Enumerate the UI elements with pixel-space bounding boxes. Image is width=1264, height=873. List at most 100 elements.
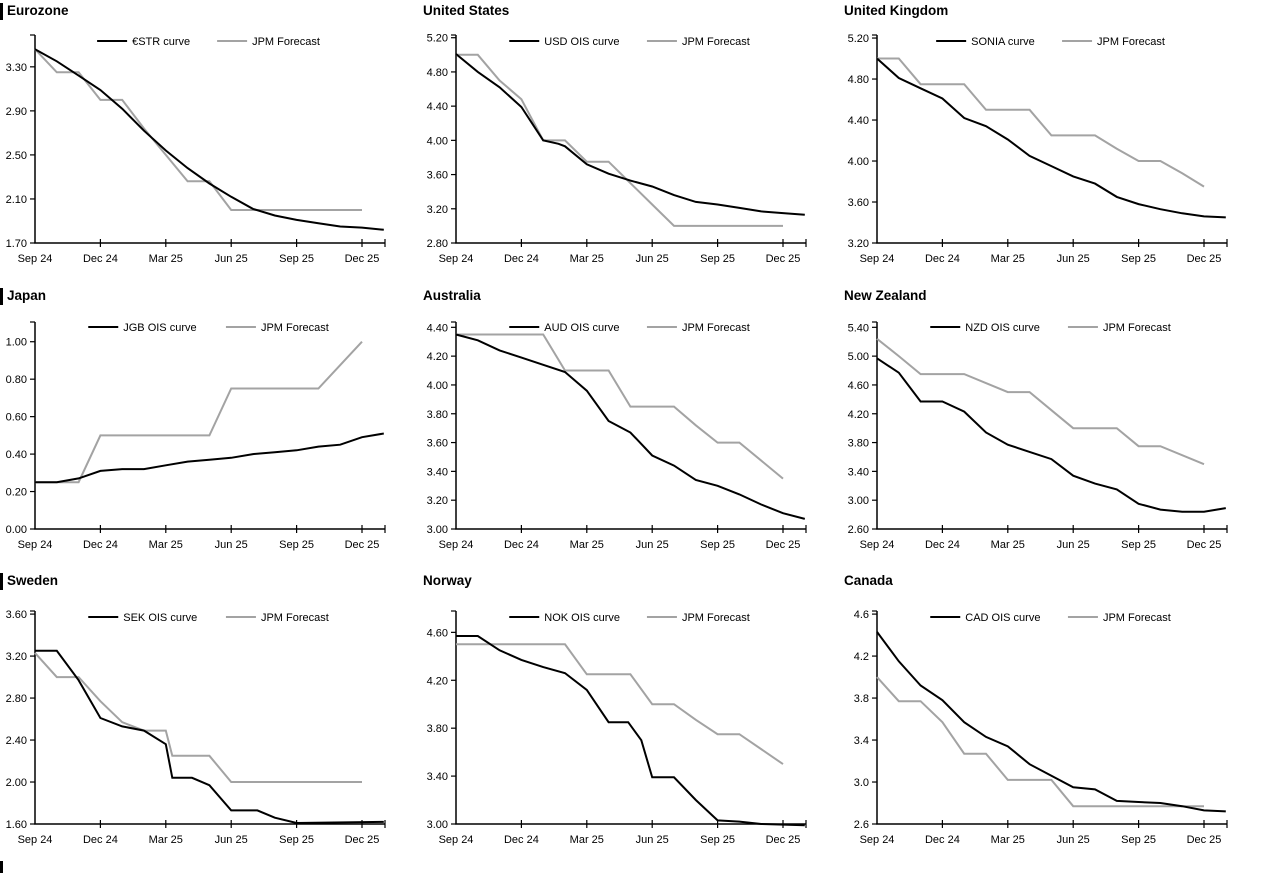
x-tick-label: Dec 24 [504, 539, 539, 551]
y-tick-label: 3.00 [848, 495, 869, 507]
x-tick-label: Sep 24 [439, 253, 474, 265]
chart-header: Japan [0, 286, 421, 306]
y-tick-label: 5.20 [848, 33, 869, 45]
ois-curve-line [876, 357, 1226, 513]
x-tick-label: Mar 25 [149, 834, 183, 846]
forecast-line [456, 53, 783, 227]
ois-curve-line [876, 57, 1226, 219]
legend-label-forecast: JPM Forecast [682, 612, 750, 624]
y-tick-label: 3.20 [6, 651, 27, 663]
y-tick-label: 1.00 [6, 337, 27, 349]
forecast-line [456, 643, 784, 765]
x-tick-label: Dec 24 [925, 539, 960, 551]
y-tick-label: 3.80 [427, 723, 448, 735]
y-tick-label: 2.80 [6, 693, 27, 705]
x-tick-label: Sep 24 [860, 253, 895, 265]
forecast-line [35, 341, 363, 484]
legend-label-forecast: JPM Forecast [1103, 612, 1171, 624]
chart-united-kingdom: United Kingdom 5.20 4.80 4.40 4.00 3.60 3.20 S… [842, 0, 1264, 285]
forecast-line [34, 48, 362, 211]
chart-new-zealand: New Zealand 5.40 5.00 4.60 4.20 3.80 3.40 3.00… [842, 285, 1264, 570]
chart-title: Japan [7, 288, 47, 303]
forecast-line [456, 333, 784, 480]
forecast-line [876, 676, 1204, 808]
chart-title: United States [423, 3, 510, 18]
y-tick-label: 2.60 [848, 524, 869, 536]
x-tick-label: Sep 25 [700, 253, 735, 265]
chart-japan: Japan 1.00 0.80 0.60 0.40 0.20 0.00 Sep 24 Dec … [0, 285, 421, 570]
x-tick-label: Dec 24 [925, 253, 960, 265]
x-tick-label: Sep 25 [279, 834, 314, 846]
x-tick-label: Dec 24 [504, 834, 539, 846]
x-tick-label: Dec 25 [345, 253, 380, 265]
y-tick-label: 2.40 [6, 735, 27, 747]
section-bar [0, 572, 3, 590]
y-tick-label: 2.80 [427, 238, 448, 250]
legend-label-ois: NOK OIS curve [544, 612, 620, 624]
x-tick-label: Mar 25 [149, 539, 183, 551]
y-tick-label: 2.50 [6, 150, 27, 162]
legend-label-ois: SEK OIS curve [123, 612, 197, 624]
x-tick-label: Dec 25 [345, 539, 380, 551]
legend-label-forecast: JPM Forecast [682, 36, 750, 48]
chart-header: United Kingdom [842, 1, 1264, 21]
y-tick-label: 0.60 [6, 412, 27, 424]
ois-curve-line [34, 48, 384, 231]
x-tick-label: Mar 25 [991, 253, 1025, 265]
x-tick-label: Sep 25 [279, 253, 314, 265]
y-tick-label: 3.60 [427, 438, 448, 450]
x-tick-label: Jun 25 [215, 253, 248, 265]
forecast-line [34, 652, 362, 783]
legend-label-ois: USD OIS curve [544, 36, 619, 48]
y-tick-label: 3.20 [848, 238, 869, 250]
legend-label-ois: AUD OIS curve [544, 322, 619, 334]
chart-eurozone: Eurozone 3.30 2.90 2.50 2.10 1.70 Sep 24 Dec 2… [0, 0, 421, 285]
y-tick-label: 4.6 [854, 609, 869, 621]
chart-title: New Zealand [844, 288, 927, 303]
x-tick-label: Jun 25 [1057, 834, 1090, 846]
chart-title: Canada [844, 573, 893, 588]
legend-label-ois: JGB OIS curve [123, 322, 196, 334]
x-tick-label: Dec 25 [766, 539, 801, 551]
y-tick-label: 3.80 [427, 409, 448, 421]
chart-title: Sweden [7, 573, 59, 588]
x-tick-label: Mar 25 [149, 253, 183, 265]
y-tick-label: 4.20 [848, 409, 869, 421]
x-tick-label: Mar 25 [991, 539, 1025, 551]
chart-title: Norway [423, 573, 472, 588]
x-tick-label: Sep 25 [700, 834, 735, 846]
x-tick-label: Sep 24 [18, 834, 53, 846]
chart-header: United States [421, 1, 842, 21]
y-tick-label: 3.40 [427, 466, 448, 478]
y-tick-label: 5.00 [848, 351, 869, 363]
x-tick-label: Jun 25 [215, 539, 248, 551]
y-tick-label: 3.00 [427, 524, 448, 536]
x-tick-label: Sep 25 [1121, 834, 1156, 846]
chart-title: United Kingdom [844, 3, 949, 18]
chart-sweden: Sweden 3.60 3.20 2.80 2.40 2.00 1.60 Sep 24 Dec… [0, 570, 421, 873]
section-bar [0, 2, 3, 20]
chart-plot: 4.40 4.20 4.00 3.80 3.60 3.40 3.20 3.00 Sep 24 De… [427, 321, 807, 551]
y-tick-label: 3.30 [6, 62, 27, 74]
y-tick-label: 3.80 [848, 438, 869, 450]
y-tick-label: 4.20 [427, 675, 448, 687]
x-tick-label: Dec 25 [1187, 834, 1222, 846]
x-tick-label: Jun 25 [1057, 253, 1090, 265]
legend-label-forecast: JPM Forecast [252, 36, 320, 48]
y-tick-label: 3.60 [848, 197, 869, 209]
chart-plot: 5.20 4.80 4.40 4.00 3.60 3.20 2.80 Sep 24 Dec 24… [427, 33, 807, 265]
x-tick-label: Sep 25 [1121, 539, 1156, 551]
y-tick-label: 3.40 [848, 466, 869, 478]
y-tick-label: 3.60 [6, 609, 27, 621]
legend-label-forecast: JPM Forecast [1103, 322, 1171, 334]
y-tick-label: 4.60 [848, 380, 869, 392]
y-tick-label: 5.20 [427, 33, 448, 45]
x-tick-label: Mar 25 [570, 253, 604, 265]
chart-plot: 1.00 0.80 0.60 0.40 0.20 0.00 Sep 24 Dec 24 Mar … [6, 321, 386, 551]
y-tick-label: 4.00 [427, 135, 448, 147]
x-tick-label: Mar 25 [570, 834, 604, 846]
x-tick-label: Dec 25 [766, 253, 801, 265]
y-tick-label: 3.60 [427, 170, 448, 182]
ois-curve-line [35, 649, 384, 825]
chart-united-states: United States 5.20 4.80 4.40 4.00 3.60 3.20 2.… [421, 0, 842, 285]
